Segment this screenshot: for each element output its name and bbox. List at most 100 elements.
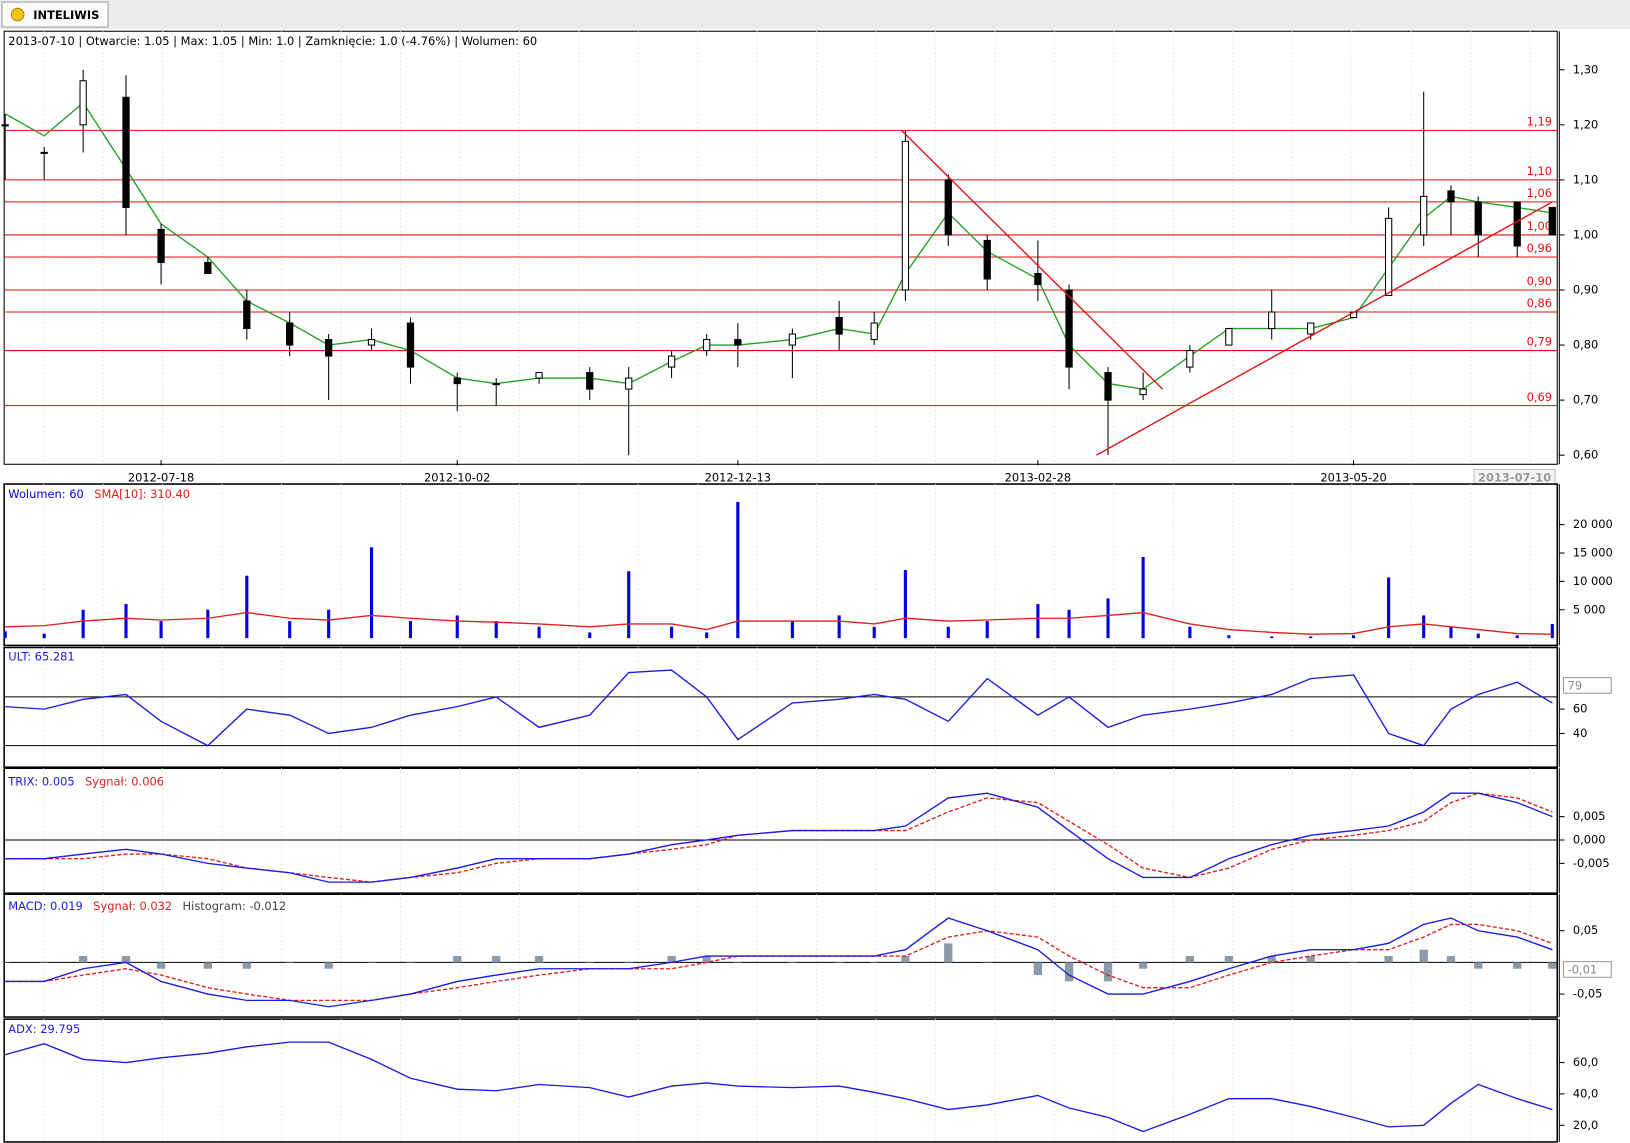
bar: [702, 956, 711, 963]
bar: [369, 547, 374, 639]
bar: [1309, 636, 1313, 639]
candle-body: [1513, 201, 1521, 247]
candle-body: [901, 140, 910, 291]
bar: [1106, 598, 1110, 639]
candle-body: [667, 355, 676, 368]
candle-body: [1268, 311, 1276, 330]
level-label: 0,96: [1527, 241, 1552, 255]
bar: [585, 962, 594, 963]
tab-icon: [10, 7, 25, 22]
candle-body: [406, 322, 415, 368]
candle-body: [703, 339, 711, 352]
trend-line: [901, 129, 1164, 390]
candle-body: [1104, 372, 1112, 401]
panel-frame: [3, 483, 1559, 647]
value-marker: [1562, 677, 1612, 694]
panel-title: 2013-07-10 | Otwarcie: 1.05 | Max: 1.05 …: [8, 34, 537, 48]
candle-body: [586, 372, 594, 390]
bar: [242, 962, 251, 969]
x-tick-label: 2013-02-28: [1005, 470, 1071, 484]
bar: [1422, 615, 1426, 639]
y-tick-label: 5 000: [1573, 602, 1606, 616]
y-tick-label: 0,80: [1573, 338, 1598, 352]
panel-frame: [3, 1018, 1559, 1143]
y-tick-label: 0,05: [1573, 923, 1598, 937]
legend-entry: Wolumen: 60: [8, 487, 83, 501]
bar: [901, 956, 910, 963]
candle-body: [122, 96, 130, 208]
cursor-date: 2013-07-10: [1478, 470, 1551, 484]
bar: [834, 962, 844, 963]
y-tick-label: -0,005: [1573, 856, 1610, 870]
candle-body: [734, 339, 742, 346]
panel-frame: [3, 767, 1559, 894]
candle-body: [1384, 217, 1393, 297]
bar: [245, 575, 249, 639]
bar: [121, 956, 131, 963]
bar: [1513, 962, 1522, 969]
x-tick-label: 2012-07-18: [128, 470, 194, 484]
bar: [1474, 962, 1483, 969]
bar: [408, 621, 413, 639]
bar: [206, 609, 210, 639]
candle-body: [1225, 328, 1233, 346]
candle-body: [1474, 201, 1482, 236]
tab-label[interactable]: INTELIWIS: [33, 8, 99, 22]
y-tick-label: 0,000: [1573, 832, 1606, 846]
bar: [790, 621, 794, 639]
bar: [1515, 635, 1519, 639]
y-tick-label: 10 000: [1573, 574, 1613, 588]
y-tick-label: 0,005: [1573, 809, 1606, 823]
candle-body: [79, 80, 87, 126]
x-tick-label: 2013-05-20: [1320, 470, 1386, 484]
bar: [1267, 956, 1276, 963]
bar: [1419, 949, 1428, 963]
bar: [1, 962, 10, 963]
bar: [1349, 962, 1358, 963]
panel-frame: [3, 30, 1558, 465]
bar: [537, 626, 541, 639]
candle-body: [1186, 350, 1194, 368]
bar: [1141, 556, 1145, 639]
bar: [81, 609, 85, 639]
y-tick-label: 1,10: [1573, 172, 1598, 186]
candle-body: [788, 333, 797, 346]
candle-body: [492, 383, 500, 386]
bar: [1227, 635, 1231, 639]
bar: [1387, 577, 1391, 639]
bar: [1306, 956, 1315, 963]
bar: [944, 943, 953, 963]
bar: [627, 571, 631, 639]
series-line: [5, 917, 1553, 1008]
level-label: 1,19: [1527, 115, 1552, 129]
bar: [733, 962, 742, 963]
series-line: [4, 101, 1553, 390]
bar: [534, 956, 544, 963]
bar: [985, 621, 989, 639]
bar: [837, 615, 841, 639]
bar: [667, 956, 676, 963]
bar: [156, 962, 166, 969]
bar: [670, 626, 674, 639]
bar: [159, 621, 163, 639]
level-label: 1,00: [1527, 219, 1552, 233]
bar: [1188, 626, 1192, 639]
trend-line: [1096, 201, 1553, 456]
bar: [1449, 626, 1453, 639]
bar: [870, 962, 879, 963]
value-marker: [1562, 961, 1612, 978]
bar: [588, 632, 592, 639]
y-tick-label: 40: [1573, 726, 1588, 740]
bar: [1138, 962, 1148, 969]
y-tick-label: -0,05: [1573, 987, 1603, 1001]
level-label: 0,90: [1527, 274, 1552, 288]
y-tick-label: 60,0: [1573, 1055, 1598, 1069]
level-label: 0,79: [1527, 335, 1552, 349]
y-tick-label: 1,20: [1573, 117, 1598, 131]
bar: [1067, 609, 1071, 639]
y-tick-label: 0,90: [1573, 282, 1598, 296]
bar: [624, 962, 633, 963]
bar: [1064, 962, 1074, 982]
bar: [327, 609, 331, 639]
tab-strip: [0, 0, 1630, 30]
